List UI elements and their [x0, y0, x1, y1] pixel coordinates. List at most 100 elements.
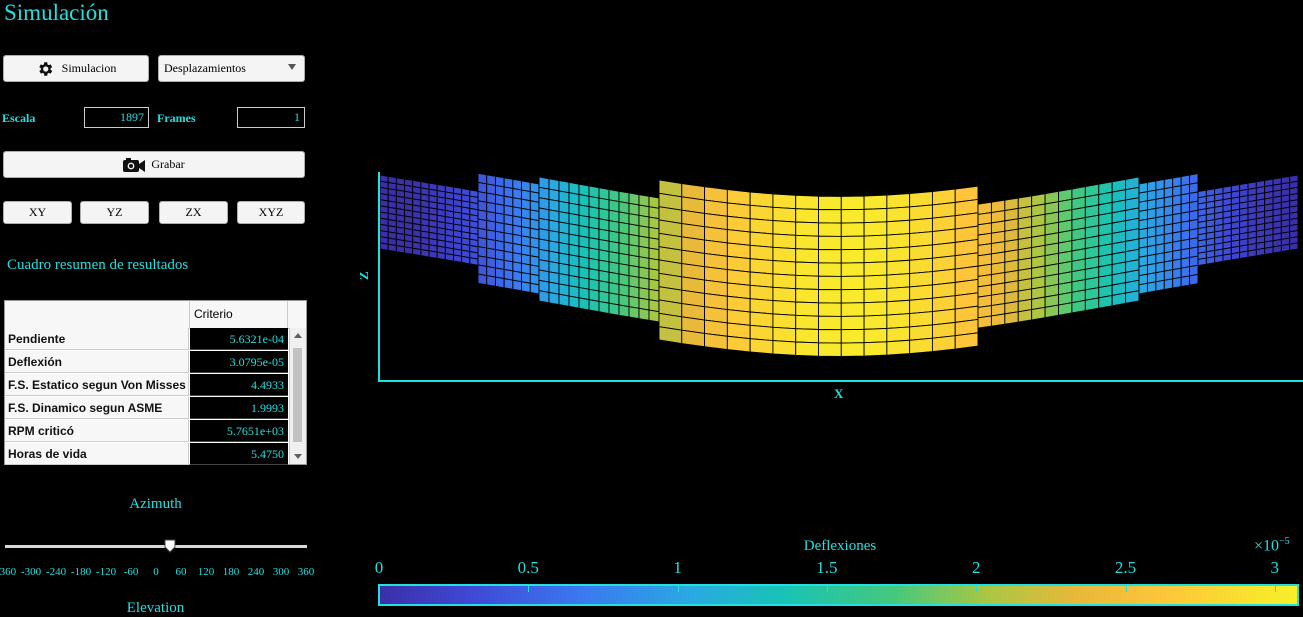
mesh-cell	[886, 246, 911, 263]
azimuth-tick: -120	[95, 566, 117, 578]
row-name: Pendiente	[5, 328, 189, 350]
mesh-cell	[772, 260, 797, 276]
scroll-thumb[interactable]	[293, 348, 302, 442]
view-zx-button[interactable]: ZX	[159, 201, 228, 224]
mesh-cell	[1071, 299, 1086, 314]
colorbar-tick: 2	[971, 558, 981, 577]
mesh-cell	[909, 297, 933, 315]
mesh-cell	[568, 295, 580, 309]
mesh-cell	[608, 302, 620, 316]
table-row: Pendiente 5.6321e-04	[5, 328, 289, 351]
mesh-cell	[909, 217, 933, 235]
mesh-cell	[863, 287, 888, 304]
mesh-cell	[840, 222, 865, 237]
azimuth-track[interactable]	[5, 545, 307, 548]
mesh-cell	[772, 246, 797, 263]
mesh-cell	[1138, 282, 1148, 295]
results-title: Cuadro resumen de resultados	[7, 257, 189, 273]
mesh-cell	[990, 313, 1006, 327]
mesh-cell	[909, 244, 933, 261]
mesh-cell	[863, 247, 888, 264]
mesh-cell	[840, 315, 865, 331]
table-row: Horas de vida 5.4750	[5, 443, 289, 466]
mesh-cell	[909, 231, 933, 248]
mesh-cell	[795, 194, 819, 210]
mesh-cell	[704, 332, 728, 351]
mesh-cell	[749, 244, 774, 262]
mesh-cell	[909, 337, 933, 355]
row-name: F.S. Estatico segun Von Misses	[5, 374, 189, 396]
mesh-cell	[886, 259, 911, 276]
mesh-cell	[818, 262, 842, 277]
view-yz-button[interactable]: YZ	[80, 201, 149, 224]
row-value: 5.6321e-04	[190, 328, 288, 350]
mesh-cell	[772, 313, 797, 330]
deflection-plot[interactable]: Z X	[360, 150, 1303, 410]
mesh-cell	[578, 297, 590, 311]
mesh-cell	[818, 302, 842, 317]
mesh-cell	[818, 275, 842, 291]
mesh-cell	[1017, 309, 1033, 323]
mesh-cell	[1272, 245, 1282, 254]
mesh-cell	[1222, 253, 1232, 262]
simulate-button[interactable]: Simulacion	[3, 55, 149, 82]
table-scrollbar[interactable]	[289, 328, 306, 464]
colorbar-tick-mark	[379, 584, 380, 592]
app-title: Simulación	[4, 0, 109, 25]
mesh-cell	[1172, 276, 1182, 289]
shaft-mesh	[379, 172, 1299, 357]
mesh-cell	[818, 329, 842, 344]
result-type-select[interactable]: Desplazamientos	[158, 55, 305, 82]
mesh-cell	[749, 324, 774, 342]
azimuth-tick: 120	[197, 566, 215, 578]
mesh-cell	[749, 218, 774, 235]
row-value: 5.4750	[190, 443, 288, 465]
z-axis-label: Z	[360, 271, 371, 280]
mesh-cell	[886, 286, 911, 303]
mesh-cell	[863, 301, 888, 317]
azimuth-tick: 240	[247, 566, 265, 578]
mesh-cell	[863, 234, 888, 250]
scroll-down-icon[interactable]	[294, 454, 302, 459]
mesh-cell	[840, 302, 865, 317]
scale-input[interactable]: 1897	[84, 107, 149, 128]
mesh-cell	[749, 271, 774, 288]
mesh-cell	[795, 341, 819, 357]
mesh-cell	[395, 244, 405, 254]
mesh-cell	[1163, 278, 1174, 291]
mesh-cell	[795, 288, 819, 304]
azimuth-slider-thumb[interactable]	[164, 539, 176, 553]
camera-icon	[123, 157, 146, 173]
mesh-cell	[538, 290, 550, 304]
mesh-cell	[648, 309, 660, 323]
colorbar	[378, 584, 1299, 606]
scroll-up-icon[interactable]	[294, 333, 302, 338]
view-xyz-button[interactable]: XYZ	[237, 201, 305, 224]
mesh-cell	[1084, 297, 1100, 312]
mesh-cell	[1031, 306, 1046, 321]
mesh-cell	[1205, 256, 1216, 265]
x-axis-label: X	[834, 386, 844, 401]
mesh-cell	[1289, 242, 1299, 251]
mesh-cell	[818, 289, 842, 304]
record-button[interactable]: Grabar	[3, 151, 305, 178]
mesh-cell	[1098, 294, 1113, 309]
row-value: 5.7651e+03	[190, 420, 288, 442]
mesh-cell	[886, 313, 911, 329]
scale-label: Escala	[2, 111, 36, 125]
view-xy-button[interactable]: XY	[3, 201, 72, 224]
mesh-cell	[1058, 302, 1073, 316]
frames-input[interactable]: 1	[237, 107, 305, 128]
mesh-cell	[428, 250, 438, 259]
mesh-cell	[477, 273, 488, 286]
mesh-cell	[909, 257, 933, 275]
azimuth-tick: -300	[20, 566, 42, 578]
mesh-cell	[749, 311, 774, 328]
mesh-cell	[886, 273, 911, 289]
colorbar-exponent-base: ×10	[1254, 537, 1280, 555]
mesh-cell	[909, 271, 933, 288]
mesh-cell	[772, 326, 797, 343]
mesh-cell	[795, 234, 819, 250]
mesh-cell	[795, 261, 819, 277]
mesh-cell	[886, 193, 911, 209]
